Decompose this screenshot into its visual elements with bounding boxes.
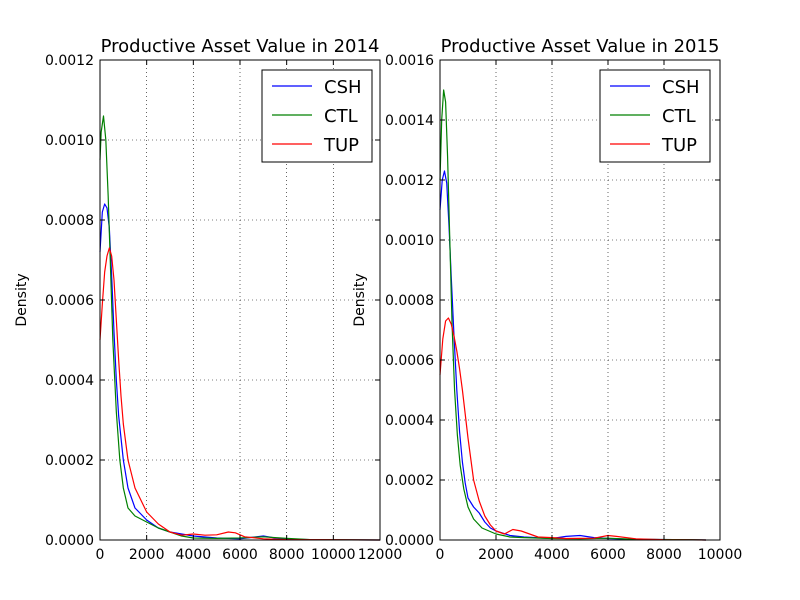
y-tick-label: 0.0008 <box>45 213 94 229</box>
y-tick-label: 0.0002 <box>385 473 434 489</box>
chart-panel-2: 0 2000 4000 6000 8000 10000 0.0000 0.0002 0.0004… <box>352 36 742 563</box>
chart-title: Productive Asset Value in 2015 <box>441 36 720 57</box>
y-tick-label: 0.0002 <box>45 453 94 469</box>
y-tick-label: 0.0012 <box>45 53 94 69</box>
x-tick-label: 8000 <box>646 547 682 563</box>
y-tick-label: 0.0012 <box>385 173 434 189</box>
y-tick-label: 0.0000 <box>45 533 94 549</box>
y-tick-label: 0.0008 <box>385 293 434 309</box>
y-tick-label: 0.0014 <box>385 113 434 129</box>
series-line-tup <box>99 247 381 541</box>
legend-box <box>261 69 373 163</box>
x-tick-label: 8000 <box>269 547 305 563</box>
y-tick-label: 0.0010 <box>385 233 434 249</box>
legend: CSH CTL TUP <box>599 69 711 163</box>
x-tick-label: 10000 <box>698 547 743 563</box>
y-tick-label: 0.0000 <box>385 533 434 549</box>
legend-label-csh: CSH <box>324 77 362 98</box>
series-line-tup <box>439 317 707 541</box>
x-tick-label: 6000 <box>222 547 258 563</box>
y-tick-label: 0.0010 <box>45 133 94 149</box>
y-tick-label: 0.0006 <box>45 293 94 309</box>
x-tick-label: 4000 <box>176 547 212 563</box>
y-tick-label: 0.0016 <box>385 53 434 69</box>
y-axis-label: Density <box>352 273 368 326</box>
y-tick-label: 0.0004 <box>385 413 434 429</box>
y-axis-label: Density <box>14 273 30 326</box>
x-tick-label: 2000 <box>129 547 165 563</box>
series-line-csh <box>439 170 707 541</box>
legend-label-ctl: CTL <box>662 106 696 127</box>
y-tick-label: 0.0006 <box>385 353 434 369</box>
legend-box <box>599 69 711 163</box>
x-tick-label: 4000 <box>534 547 570 563</box>
legend: CSH CTL TUP <box>261 69 373 163</box>
x-tick-label: 12000 <box>358 547 403 563</box>
legend-label-tup: TUP <box>661 135 697 156</box>
x-tick-label: 2000 <box>478 547 514 563</box>
legend-label-ctl: CTL <box>324 106 358 127</box>
x-tick-label: 0 <box>96 547 105 563</box>
y-tick-label: 0.0004 <box>45 373 94 389</box>
x-tick-label: 0 <box>436 547 445 563</box>
legend-label-tup: TUP <box>323 135 359 156</box>
x-tick-label: 6000 <box>590 547 626 563</box>
x-tick-label: 10000 <box>311 547 356 563</box>
legend-label-csh: CSH <box>662 77 700 98</box>
chart-title: Productive Asset Value in 2014 <box>101 36 380 57</box>
chart-panel-1: 0 2000 4000 6000 8000 10000 12000 0.0000 0.0002 0… <box>14 36 402 563</box>
